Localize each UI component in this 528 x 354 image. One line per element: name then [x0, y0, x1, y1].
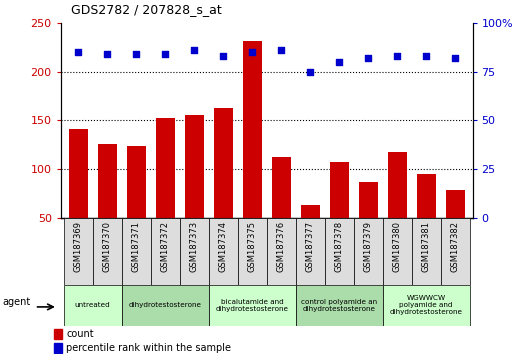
Bar [150, 218, 180, 285]
Text: GSM187374: GSM187374 [219, 221, 228, 272]
Bar [54, 329, 62, 339]
Point [248, 49, 257, 55]
Point [161, 51, 169, 57]
Bar [156, 118, 175, 267]
Bar [92, 218, 121, 285]
Text: GSM187379: GSM187379 [364, 221, 373, 272]
Text: WGWWCW
polyamide and
dihydrotestosterone: WGWWCW polyamide and dihydrotestosterone [390, 295, 463, 315]
Bar [296, 285, 383, 326]
Text: GSM187381: GSM187381 [422, 221, 431, 272]
Point [335, 59, 343, 65]
Bar [69, 129, 88, 267]
Bar [412, 218, 441, 285]
Text: GSM187370: GSM187370 [102, 221, 111, 272]
Bar [383, 285, 470, 326]
Point [219, 53, 228, 59]
Bar [180, 218, 209, 285]
Bar [296, 218, 325, 285]
Text: count: count [66, 329, 94, 339]
Text: GSM187369: GSM187369 [73, 221, 82, 272]
Text: GSM187380: GSM187380 [393, 221, 402, 272]
Bar [243, 41, 261, 267]
Text: bicalutamide and
dihydrotestosterone: bicalutamide and dihydrotestosterone [215, 299, 289, 312]
Text: GSM187371: GSM187371 [131, 221, 140, 272]
Bar [121, 218, 150, 285]
Bar [63, 218, 92, 285]
Bar [121, 285, 209, 326]
Point [74, 49, 82, 55]
Bar [185, 115, 204, 267]
Bar [127, 146, 146, 267]
Text: GSM187377: GSM187377 [306, 221, 315, 272]
Bar [238, 218, 267, 285]
Text: GSM187378: GSM187378 [335, 221, 344, 272]
Text: GSM187382: GSM187382 [451, 221, 460, 272]
Point [277, 47, 285, 53]
Bar [359, 182, 378, 267]
Point [190, 47, 199, 53]
Text: agent: agent [3, 297, 31, 307]
Bar [417, 174, 436, 267]
Bar [446, 190, 465, 267]
Point [132, 51, 140, 57]
Bar [267, 218, 296, 285]
Text: GSM187372: GSM187372 [161, 221, 169, 272]
Bar [98, 144, 117, 267]
Bar [272, 157, 290, 267]
Text: control polyamide an
dihydrotestosterone: control polyamide an dihydrotestosterone [301, 299, 377, 312]
Bar [383, 218, 412, 285]
Bar [54, 343, 62, 353]
Bar [301, 205, 319, 267]
Text: percentile rank within the sample: percentile rank within the sample [66, 343, 231, 353]
Point [306, 69, 314, 74]
Text: GSM187375: GSM187375 [248, 221, 257, 272]
Bar [354, 218, 383, 285]
Text: untreated: untreated [75, 302, 110, 308]
Text: GDS2782 / 207828_s_at: GDS2782 / 207828_s_at [71, 3, 222, 16]
Point [103, 51, 111, 57]
Bar [209, 285, 296, 326]
Text: GSM187373: GSM187373 [190, 221, 199, 272]
Bar [388, 152, 407, 267]
Point [364, 55, 372, 61]
Point [393, 53, 401, 59]
Bar [329, 162, 348, 267]
Text: dihydrotestosterone: dihydrotestosterone [129, 302, 202, 308]
Bar [214, 108, 232, 267]
Bar [63, 285, 121, 326]
Bar [209, 218, 238, 285]
Bar [441, 218, 470, 285]
Point [422, 53, 430, 59]
Point [451, 55, 459, 61]
Text: GSM187376: GSM187376 [277, 221, 286, 272]
Bar [325, 218, 354, 285]
